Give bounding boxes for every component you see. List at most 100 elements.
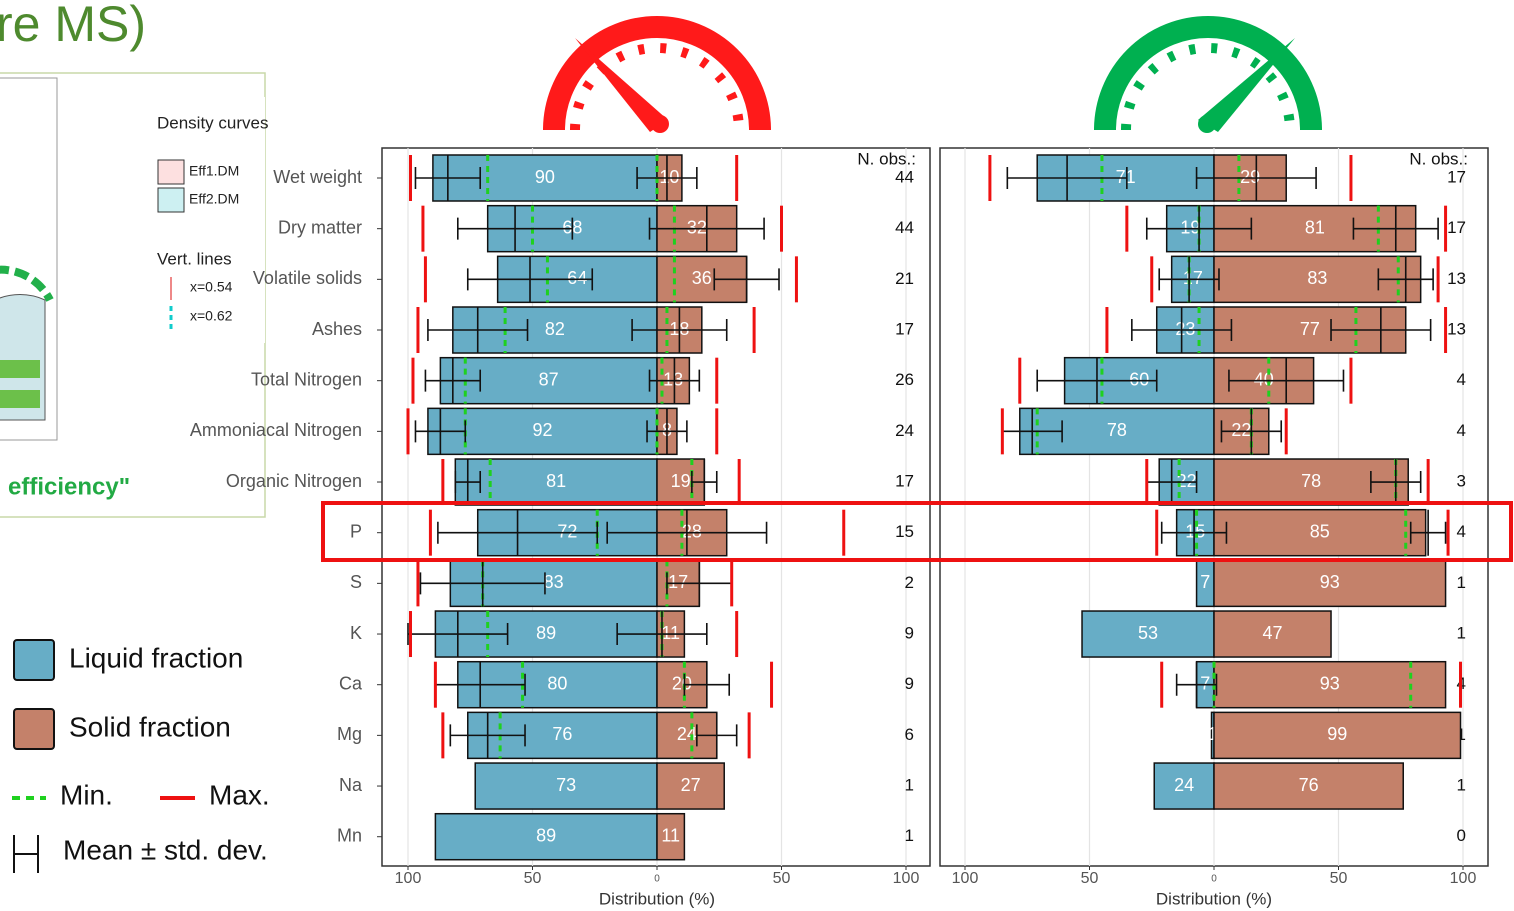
bar-value-label: 76 <box>1299 775 1319 795</box>
count-label: 6 <box>905 725 914 744</box>
bar-value-label: 36 <box>692 268 712 288</box>
count-label: 3 <box>1457 472 1466 491</box>
x-tick-label: 100 <box>893 870 920 887</box>
y-tick-label: Mg <box>337 724 362 744</box>
bar-value-label: 81 <box>1305 217 1325 237</box>
x-axis-label: Distribution (%) <box>599 889 715 908</box>
y-tick-label: Dry matter <box>278 217 362 237</box>
y-tick-label: Organic Nitrogen <box>226 471 362 491</box>
bar-value-label: 78 <box>1107 420 1127 440</box>
legend-label: Min. <box>60 779 113 810</box>
x-tick-label: 100 <box>1450 870 1477 887</box>
y-tick-label: Ca <box>339 673 363 693</box>
bar-value-label: 53 <box>1138 623 1158 643</box>
x-tick-label: 0 <box>1211 874 1217 885</box>
inset-legend <box>143 97 265 343</box>
count-label: 26 <box>895 370 914 389</box>
count-label: 17 <box>1447 218 1466 237</box>
bar-value-label: 40 <box>1254 369 1274 389</box>
y-tick-label: Volatile solids <box>253 268 362 288</box>
bar-value-label: 24 <box>1174 775 1194 795</box>
bar-value-label: 83 <box>1307 268 1327 288</box>
bar-value-label: 99 <box>1327 724 1347 744</box>
bar-value-label: 60 <box>1129 369 1149 389</box>
count-label: 4 <box>1457 522 1466 541</box>
count-label: 2 <box>905 573 914 592</box>
bar-value-label: 92 <box>532 420 552 440</box>
speed-gauge-green <box>1105 27 1311 133</box>
bar-value-label: 82 <box>545 319 565 339</box>
bar-value-label: 23 <box>1175 319 1195 339</box>
inset-lines-title: Vert. lines <box>157 249 232 268</box>
bar-value-label: 90 <box>535 167 555 187</box>
legend-swatch <box>14 709 54 749</box>
inset-swatch <box>158 188 184 212</box>
slide-title: re MS) <box>0 0 146 52</box>
bar-value-label: 78 <box>1301 471 1321 491</box>
count-label: 21 <box>895 269 914 288</box>
bar-value-label: 19 <box>1180 217 1200 237</box>
inset-swatch <box>158 160 184 184</box>
bar-value-label: 10 <box>659 167 679 187</box>
bar-value-label: 22 <box>1231 420 1251 440</box>
count-label: 4 <box>1457 421 1466 440</box>
y-tick-label: P <box>350 521 362 541</box>
count-label: 13 <box>1447 319 1466 338</box>
bar-value-label: 47 <box>1262 623 1282 643</box>
count-label: 1 <box>905 826 914 845</box>
bar-value-label: 32 <box>687 217 707 237</box>
count-label: 1 <box>1457 573 1466 592</box>
count-label: 44 <box>895 218 914 237</box>
count-label: 17 <box>895 319 914 338</box>
inset-lines-item: x=0.54 <box>190 279 233 295</box>
bar-value-label: 89 <box>536 623 556 643</box>
inset-arrow <box>0 360 40 378</box>
count-label: 1 <box>905 776 914 795</box>
legend-label: Mean ± std. dev. <box>63 834 268 865</box>
inset-legend-title: Density curves <box>157 113 268 132</box>
count-label: 4 <box>1457 370 1466 389</box>
bar-value-label: 87 <box>539 369 559 389</box>
y-tick-label: Total Nitrogen <box>251 369 362 389</box>
count-label: 17 <box>1447 167 1466 186</box>
bar-value-label: 20 <box>672 673 692 693</box>
count-label: 0 <box>1457 826 1466 845</box>
count-label: 1 <box>1457 776 1466 795</box>
bar-value-label: 89 <box>536 825 556 845</box>
legend-label: Solid fraction <box>69 711 231 742</box>
count-header: N. obs.: <box>857 149 916 168</box>
bar-value-label: 77 <box>1300 319 1320 339</box>
count-label: 1 <box>1457 624 1466 643</box>
bar-value-label: 19 <box>671 471 691 491</box>
x-axis-label: Distribution (%) <box>1156 889 1272 908</box>
bar-value-label: 64 <box>567 268 587 288</box>
page: re MS) Density curves Eff1.DM Eff2.DM Ve… <box>0 0 1514 911</box>
legend-whisker-swatch <box>14 835 38 873</box>
x-tick-label: 50 <box>524 870 542 887</box>
x-tick-label: 100 <box>952 870 979 887</box>
x-tick-label: 50 <box>773 870 791 887</box>
x-tick-label: 0 <box>654 874 660 885</box>
bar-value-label: 7 <box>1200 673 1210 693</box>
bar-value-label: 85 <box>1310 521 1330 541</box>
bar-value-label: 83 <box>544 572 564 592</box>
bar-value-label: 81 <box>546 471 566 491</box>
x-tick-label: 50 <box>1081 870 1099 887</box>
inset-arrow <box>0 390 40 408</box>
bar-value-label: 27 <box>681 775 701 795</box>
x-tick-label: 50 <box>1330 870 1348 887</box>
bar-value-label: 71 <box>1116 167 1136 187</box>
inset-legend-item: Eff1.DM <box>189 163 239 179</box>
legend-swatch <box>14 640 54 680</box>
bar-value-label: 13 <box>663 369 683 389</box>
slide: re MS) Density curves Eff1.DM Eff2.DM Ve… <box>0 0 1514 911</box>
bar-value-label: 11 <box>661 623 680 643</box>
legend-label: Liquid fraction <box>69 642 243 673</box>
count-label: 9 <box>905 674 914 693</box>
bar-value-label: 28 <box>682 521 702 541</box>
count-label: 24 <box>895 421 914 440</box>
bar-value-label: 80 <box>547 673 567 693</box>
bar-value-label: 73 <box>556 775 576 795</box>
count-header: N. obs.: <box>1409 149 1468 168</box>
